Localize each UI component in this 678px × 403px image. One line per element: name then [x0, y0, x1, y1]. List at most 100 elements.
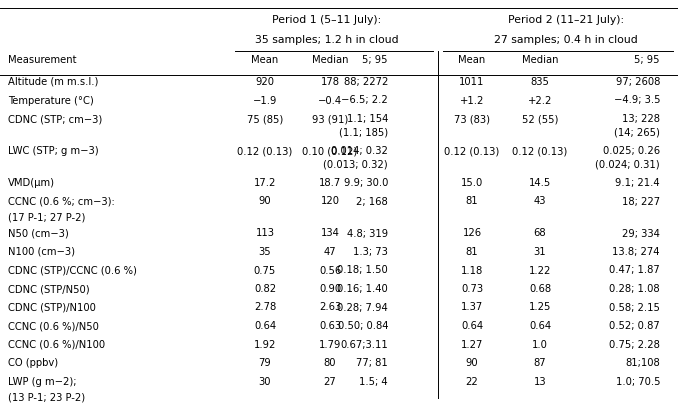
Text: 1.92: 1.92	[254, 339, 276, 349]
Text: CDNC (STP)/N100: CDNC (STP)/N100	[8, 303, 96, 312]
Text: 1.1; 154
(1.1; 185): 1.1; 154 (1.1; 185)	[339, 114, 388, 137]
Text: 15.0: 15.0	[461, 178, 483, 188]
Text: 1.27: 1.27	[461, 339, 483, 349]
Text: N100 (cm−3): N100 (cm−3)	[8, 247, 75, 257]
Text: 0.90: 0.90	[319, 284, 341, 294]
Text: 9.9; 30.0: 9.9; 30.0	[344, 178, 388, 188]
Text: 0.18; 1.50: 0.18; 1.50	[337, 266, 388, 276]
Text: LWP (g m−2);: LWP (g m−2);	[8, 376, 77, 386]
Text: 18; 227: 18; 227	[622, 197, 660, 206]
Text: (17 P-1; 27 P-2): (17 P-1; 27 P-2)	[8, 212, 85, 222]
Text: 0.63: 0.63	[319, 321, 341, 331]
Text: 5; 95: 5; 95	[635, 55, 660, 65]
Text: 5; 95: 5; 95	[363, 55, 388, 65]
Text: −1.9: −1.9	[253, 96, 277, 106]
Text: Measurement: Measurement	[8, 55, 77, 65]
Text: 2; 168: 2; 168	[356, 197, 388, 206]
Text: 47: 47	[323, 247, 336, 257]
Text: 1.79: 1.79	[319, 339, 341, 349]
Text: 0.28; 7.94: 0.28; 7.94	[337, 303, 388, 312]
Text: 134: 134	[321, 229, 340, 239]
Text: 17.2: 17.2	[254, 178, 276, 188]
Text: 79: 79	[258, 358, 271, 368]
Text: 35 samples; 1.2 h in cloud: 35 samples; 1.2 h in cloud	[255, 35, 398, 45]
Text: 81: 81	[466, 247, 478, 257]
Text: 1011: 1011	[459, 77, 485, 87]
Text: −0.4: −0.4	[318, 96, 342, 106]
Text: 0.82: 0.82	[254, 284, 276, 294]
Text: CDNC (STP)/CCNC (0.6 %): CDNC (STP)/CCNC (0.6 %)	[8, 266, 137, 276]
Text: LWC (STP; g m−3): LWC (STP; g m−3)	[8, 146, 98, 156]
Text: 0.10 (0.12): 0.10 (0.12)	[302, 146, 357, 156]
Text: 13; 228
(14; 265): 13; 228 (14; 265)	[614, 114, 660, 137]
Text: 52 (55): 52 (55)	[522, 114, 558, 124]
Text: Median: Median	[312, 55, 348, 65]
Text: +2.2: +2.2	[527, 96, 552, 106]
Text: 68: 68	[534, 229, 546, 239]
Text: 120: 120	[321, 197, 340, 206]
Text: 0.12 (0.13): 0.12 (0.13)	[444, 146, 500, 156]
Text: 90: 90	[466, 358, 478, 368]
Text: 0.025; 0.26
(0.024; 0.31): 0.025; 0.26 (0.024; 0.31)	[595, 146, 660, 169]
Text: 1.0; 70.5: 1.0; 70.5	[616, 376, 660, 386]
Text: 0.64: 0.64	[461, 321, 483, 331]
Text: 0.47; 1.87: 0.47; 1.87	[610, 266, 660, 276]
Text: 13: 13	[534, 376, 546, 386]
Text: 920: 920	[256, 77, 275, 87]
Text: 88; 2272: 88; 2272	[344, 77, 388, 87]
Text: 22: 22	[466, 376, 479, 386]
Text: Mean: Mean	[252, 55, 279, 65]
Text: 0.64: 0.64	[529, 321, 551, 331]
Text: 73 (83): 73 (83)	[454, 114, 490, 124]
Text: 0.12 (0.13): 0.12 (0.13)	[513, 146, 567, 156]
Text: Period 2 (11–21 July):: Period 2 (11–21 July):	[508, 15, 624, 25]
Text: CCNC (0.6 %)/N100: CCNC (0.6 %)/N100	[8, 339, 105, 349]
Text: N50 (cm−3): N50 (cm−3)	[8, 229, 68, 239]
Text: 0.52; 0.87: 0.52; 0.87	[610, 321, 660, 331]
Text: CCNC (0.6 %)/N50: CCNC (0.6 %)/N50	[8, 321, 99, 331]
Text: 90: 90	[259, 197, 271, 206]
Text: 0.64: 0.64	[254, 321, 276, 331]
Text: 0.75: 0.75	[254, 266, 276, 276]
Text: 1.18: 1.18	[461, 266, 483, 276]
Text: 27: 27	[323, 376, 336, 386]
Text: 35: 35	[259, 247, 271, 257]
Text: Mean: Mean	[458, 55, 485, 65]
Text: Period 1 (5–11 July):: Period 1 (5–11 July):	[272, 15, 381, 25]
Text: 97; 2608: 97; 2608	[616, 77, 660, 87]
Text: 81: 81	[466, 197, 478, 206]
Text: −4.9; 3.5: −4.9; 3.5	[614, 96, 660, 106]
Text: (13 P-1; 23 P-2): (13 P-1; 23 P-2)	[8, 392, 85, 402]
Text: 835: 835	[531, 77, 549, 87]
Text: 81;108: 81;108	[625, 358, 660, 368]
Text: 0.28; 1.08: 0.28; 1.08	[610, 284, 660, 294]
Text: 0.75; 2.28: 0.75; 2.28	[609, 339, 660, 349]
Text: 1.3; 73: 1.3; 73	[353, 247, 388, 257]
Text: 2.63: 2.63	[319, 303, 341, 312]
Text: 1.5; 4: 1.5; 4	[359, 376, 388, 386]
Text: 1.0: 1.0	[532, 339, 548, 349]
Text: CO (ppbv): CO (ppbv)	[8, 358, 58, 368]
Text: 93 (91): 93 (91)	[312, 114, 348, 124]
Text: 87: 87	[534, 358, 546, 368]
Text: 18.7: 18.7	[319, 178, 341, 188]
Text: 2.78: 2.78	[254, 303, 276, 312]
Text: CDNC (STP; cm−3): CDNC (STP; cm−3)	[8, 114, 102, 124]
Text: 0.67;3.11: 0.67;3.11	[340, 339, 388, 349]
Text: 4.8; 319: 4.8; 319	[347, 229, 388, 239]
Text: 29; 334: 29; 334	[622, 229, 660, 239]
Text: 0.68: 0.68	[529, 284, 551, 294]
Text: 113: 113	[256, 229, 275, 239]
Text: 1.25: 1.25	[529, 303, 551, 312]
Text: Altitude (m m.s.l.): Altitude (m m.s.l.)	[8, 77, 98, 87]
Text: 43: 43	[534, 197, 546, 206]
Text: −6.5; 2.2: −6.5; 2.2	[341, 96, 388, 106]
Text: CDNC (STP/N50): CDNC (STP/N50)	[8, 284, 89, 294]
Text: 27 samples; 0.4 h in cloud: 27 samples; 0.4 h in cloud	[494, 35, 638, 45]
Text: 178: 178	[321, 77, 340, 87]
Text: 1.37: 1.37	[461, 303, 483, 312]
Text: 80: 80	[324, 358, 336, 368]
Text: CCNC (0.6 %; cm−3):: CCNC (0.6 %; cm−3):	[8, 197, 115, 206]
Text: 0.50; 0.84: 0.50; 0.84	[338, 321, 388, 331]
Text: 126: 126	[462, 229, 481, 239]
